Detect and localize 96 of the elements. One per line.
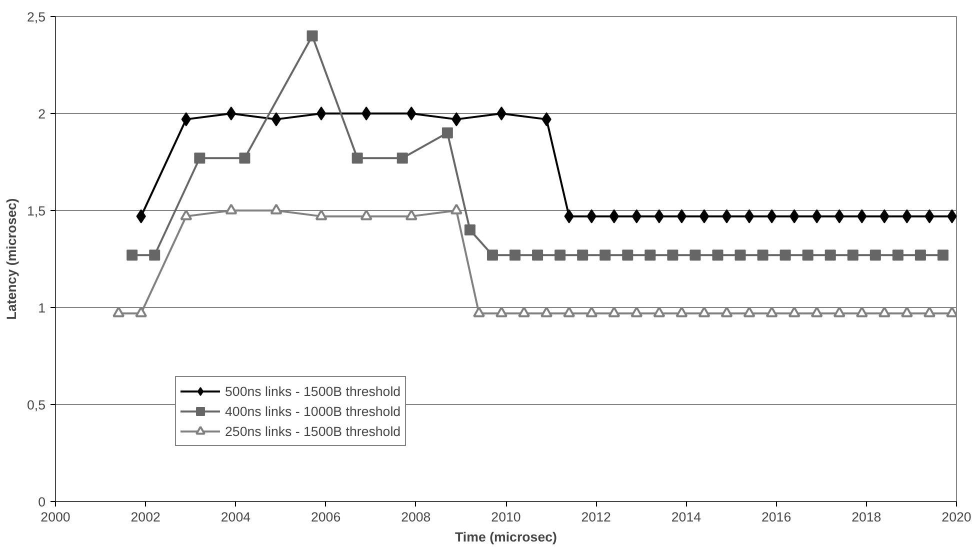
point: [824, 250, 836, 261]
point: [225, 204, 238, 214]
point: [360, 210, 372, 220]
point: [442, 127, 453, 138]
point: [878, 306, 890, 318]
point: [653, 306, 666, 318]
point: [226, 106, 236, 120]
point: [630, 306, 643, 318]
point: [270, 204, 282, 214]
point: [802, 250, 814, 261]
point: [239, 152, 250, 164]
point: [600, 250, 611, 261]
point: [900, 306, 913, 318]
x-tick-label: 2016: [761, 510, 792, 524]
point: [743, 306, 756, 318]
point: [698, 306, 710, 318]
point: [271, 112, 282, 126]
x-tick-label: 2014: [671, 510, 702, 524]
y-tick-label: 1: [38, 300, 46, 316]
point: [450, 204, 462, 214]
point: [712, 250, 724, 261]
point: [833, 306, 846, 318]
point: [316, 106, 326, 120]
point: [577, 250, 588, 261]
point: [810, 306, 823, 318]
point: [622, 250, 634, 261]
x-tick-label: 2010: [491, 510, 521, 524]
point: [608, 306, 620, 318]
point: [518, 306, 530, 318]
point: [892, 250, 904, 261]
point: [315, 210, 328, 220]
point: [699, 209, 710, 224]
point: [306, 30, 318, 42]
point: [744, 209, 754, 224]
point: [472, 306, 485, 318]
x-axis-title: Time (microsec): [455, 530, 557, 544]
point: [554, 250, 566, 261]
point: [464, 224, 476, 236]
point: [780, 250, 791, 261]
point: [676, 209, 687, 224]
point: [856, 306, 868, 318]
point: [362, 106, 372, 120]
point: [870, 250, 881, 261]
x-tick-label: 2004: [220, 510, 252, 524]
point: [757, 250, 768, 261]
x-tick-label: 2012: [581, 510, 611, 524]
point: [495, 306, 508, 318]
point: [180, 210, 192, 220]
y-tick-label: 0,5: [26, 398, 46, 412]
point: [112, 306, 125, 318]
point: [789, 209, 800, 224]
y-tick-label: 0: [38, 494, 46, 510]
legend-label: 500ns links - 1500B threshold: [225, 384, 401, 398]
point: [194, 152, 206, 164]
point: [396, 152, 408, 164]
point: [406, 106, 416, 120]
point: [937, 250, 948, 261]
x-tick-label: 2020: [942, 510, 972, 524]
point: [734, 250, 746, 261]
point: [946, 306, 956, 318]
point: [126, 250, 138, 261]
y-axis-title: Latency (microsec): [4, 198, 19, 320]
point: [532, 250, 544, 261]
point: [486, 250, 498, 261]
point: [510, 250, 521, 261]
point: [149, 250, 160, 261]
point: [667, 250, 678, 261]
point: [690, 250, 701, 261]
y-tick-label: 1,5: [26, 204, 46, 218]
point: [722, 209, 732, 224]
y-tick-label: 2,5: [26, 10, 46, 24]
point: [563, 306, 576, 318]
point: [644, 250, 656, 261]
point: [788, 306, 800, 318]
point: [135, 306, 148, 318]
point: [496, 106, 506, 120]
point: [766, 209, 777, 224]
point: [654, 209, 664, 224]
point: [720, 306, 733, 318]
point: [405, 210, 418, 220]
point: [766, 306, 778, 318]
point: [676, 306, 688, 318]
point: [586, 306, 598, 318]
point: [352, 152, 363, 164]
y-tick-label: 2: [38, 106, 46, 122]
legend-label: 400ns links - 1000B threshold: [225, 404, 401, 418]
x-tick-label: 2008: [401, 510, 431, 524]
point: [847, 250, 858, 261]
x-tick-label: 2018: [852, 510, 882, 524]
x-tick-label: 2002: [130, 510, 160, 524]
point: [540, 306, 553, 318]
x-tick-label: 2006: [310, 510, 341, 524]
point: [914, 250, 926, 261]
point: [923, 306, 936, 318]
x-tick-label: 2000: [40, 510, 70, 524]
legend-label: 250ns links - 1500B threshold: [225, 424, 401, 438]
